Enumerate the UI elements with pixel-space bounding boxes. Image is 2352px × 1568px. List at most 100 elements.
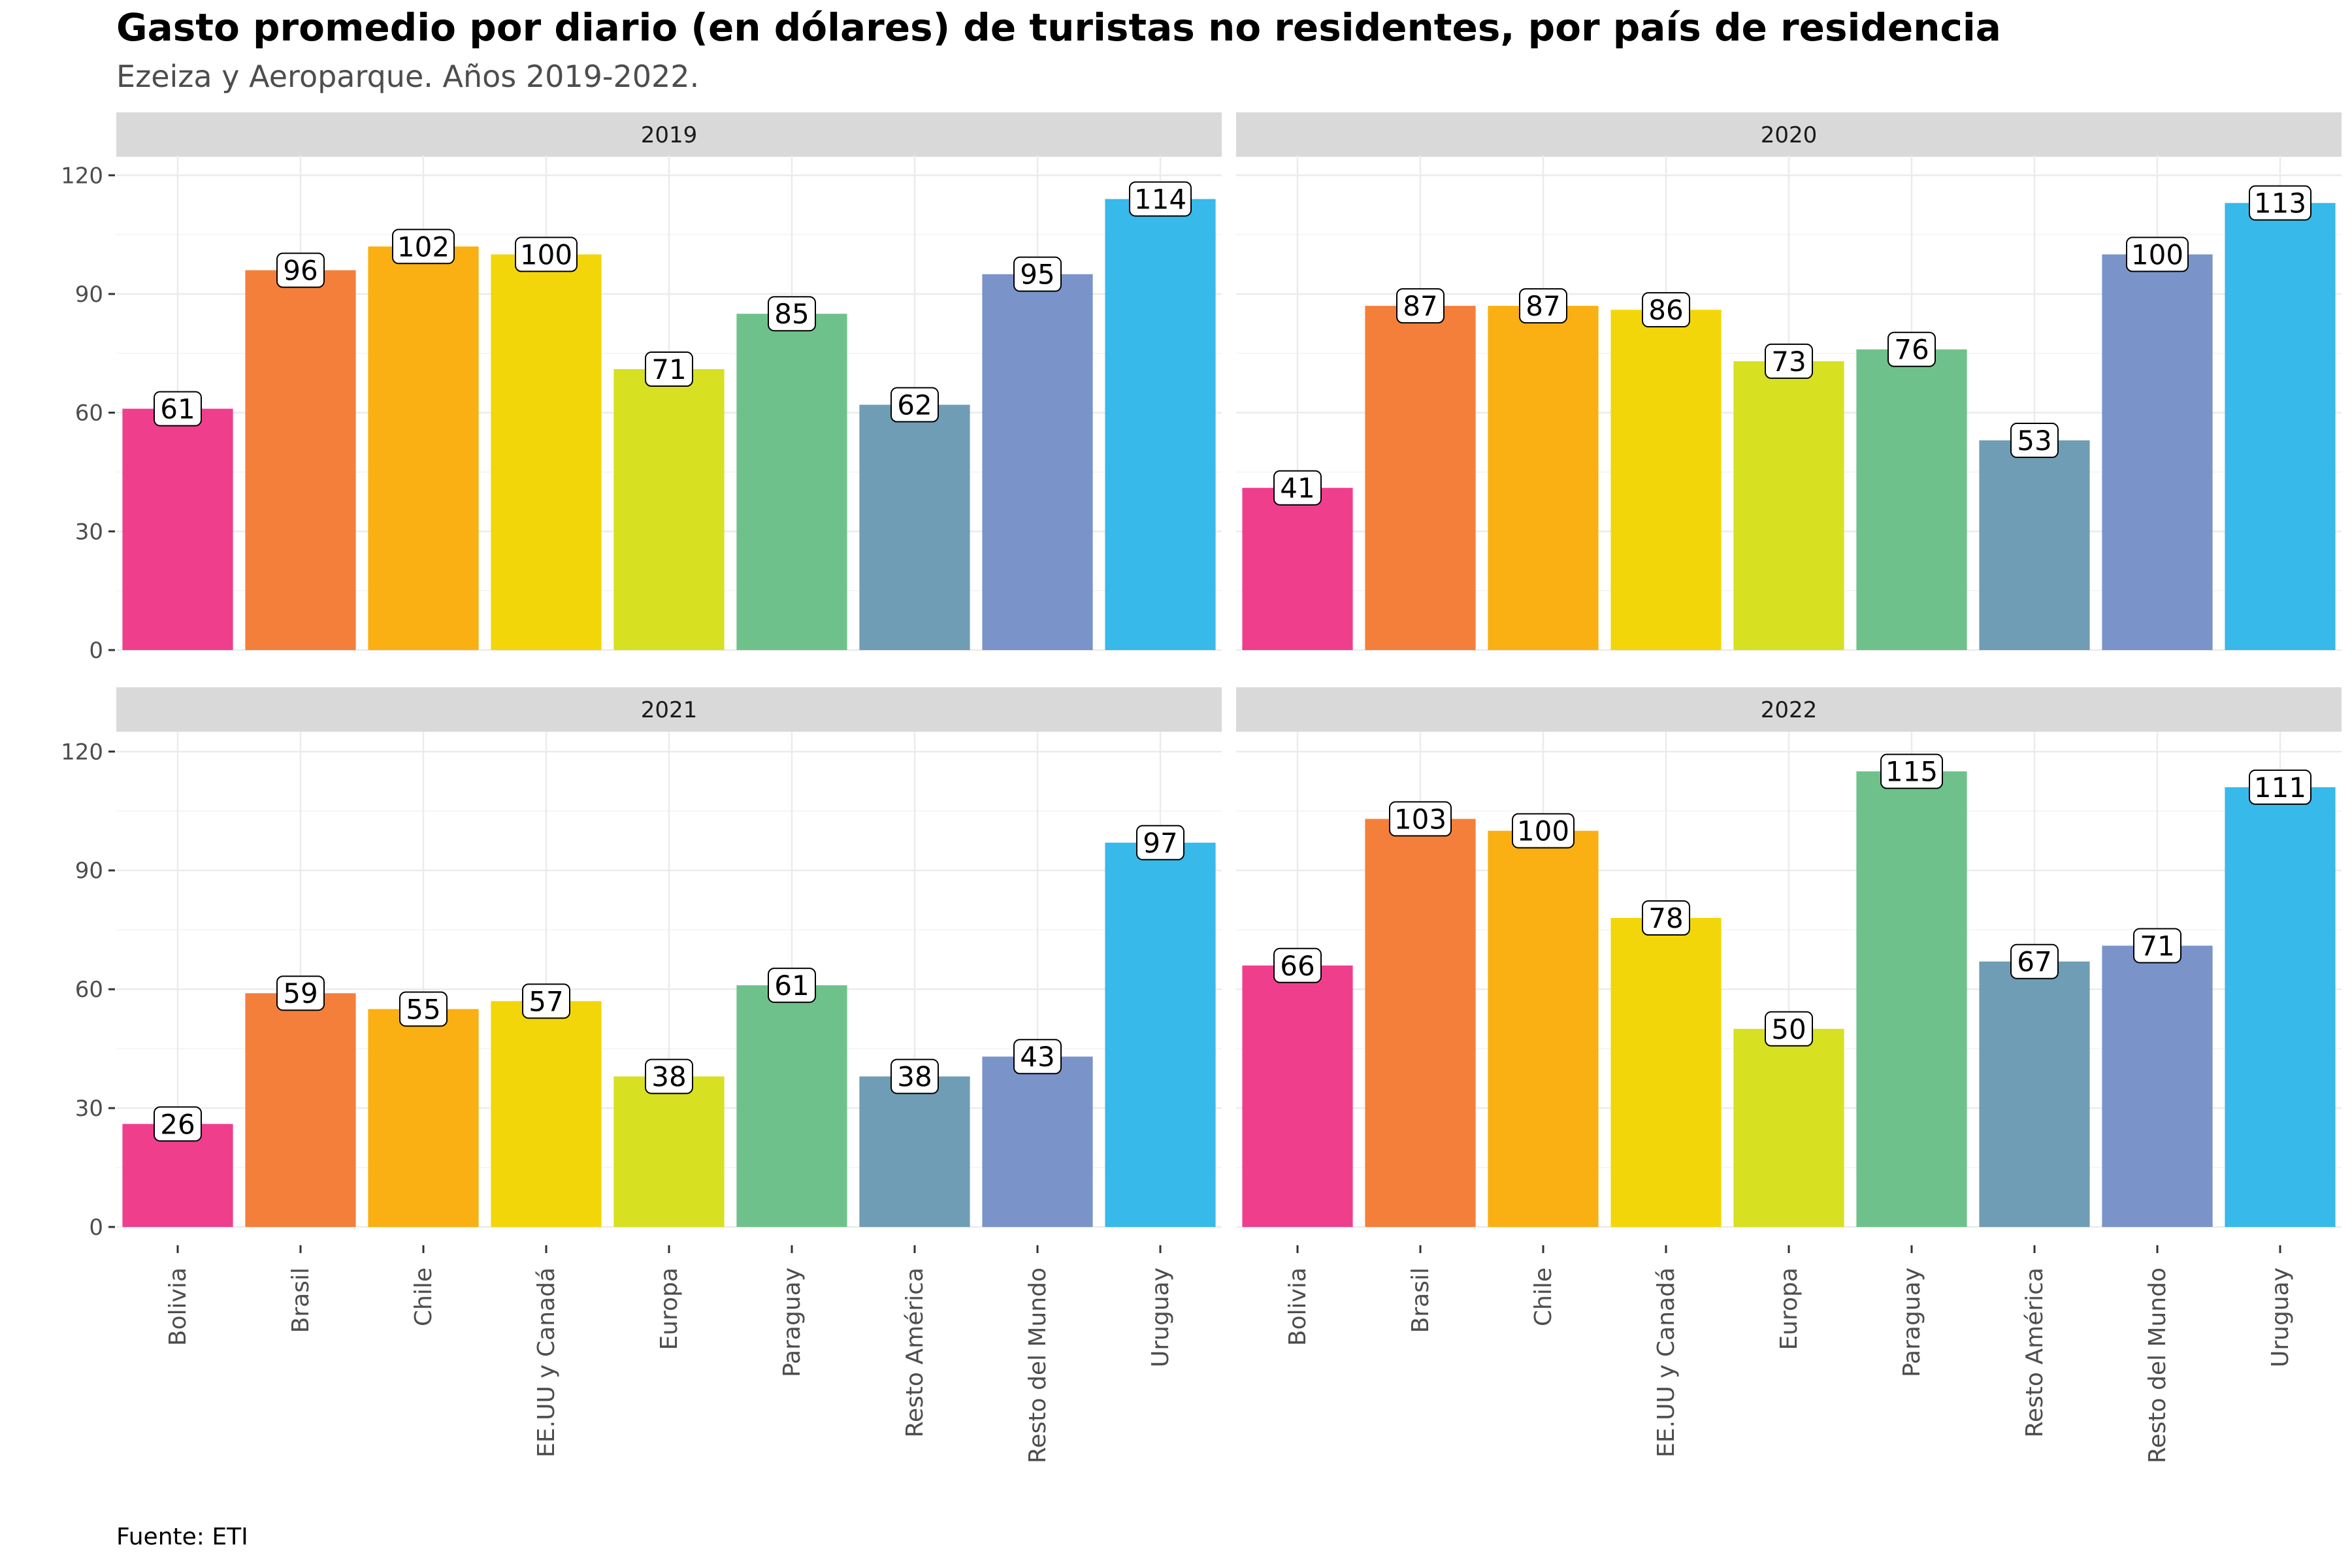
facet-panel-2019: 2019 0 30 60 90 120 61 96 102 100 71 85 62 95 114 — [61, 112, 1222, 664]
facet-strip-label: 2020 — [1761, 122, 1818, 148]
data-label: 95 — [1013, 256, 1062, 292]
data-label-box — [645, 351, 693, 387]
data-label-text: 71 — [2140, 930, 2174, 962]
bar-Uruguay — [1105, 842, 1216, 1227]
x-tick-label: Bolivia — [165, 1267, 191, 1346]
chart-title: Gasto promedio por diario (en dólares) d… — [116, 5, 2001, 50]
data-label: 71 — [645, 351, 693, 387]
y-tick-label: 120 — [61, 163, 103, 189]
data-label: 61 — [154, 391, 202, 427]
data-label-text: 86 — [1648, 294, 1683, 326]
y-tick-label: 0 — [89, 638, 103, 664]
y-tick-label: 90 — [75, 858, 103, 884]
data-label-box — [392, 229, 455, 265]
x-tick-label: Chile — [410, 1267, 437, 1326]
data-label: 87 — [1396, 288, 1445, 324]
bar-Chile — [1488, 306, 1599, 650]
data-label-text: 41 — [1280, 472, 1315, 504]
data-label: 100 — [515, 237, 578, 272]
bar-Resto del Mundo — [2102, 945, 2213, 1227]
x-tick-label: Resto América — [902, 1267, 928, 1437]
data-label: 103 — [1389, 801, 1452, 837]
bar-EE.UU y Canadá — [491, 1001, 602, 1227]
facet-panel-2020: 2020 41 87 87 86 73 76 53 100 113 — [1236, 112, 2342, 651]
data-label: 86 — [1642, 292, 1690, 328]
y-tick-label: 90 — [75, 282, 103, 308]
data-label-box — [1136, 825, 1184, 860]
data-label-text: 67 — [2017, 946, 2051, 978]
data-label: 59 — [276, 975, 325, 1011]
data-label-text: 100 — [1517, 815, 1569, 847]
data-label-box — [1396, 288, 1445, 324]
data-label-text: 115 — [1886, 756, 1938, 788]
facet-strip — [116, 687, 1222, 732]
bar-Bolivia — [122, 408, 233, 650]
data-label: 76 — [1887, 331, 1936, 367]
bar-Chile — [1488, 830, 1599, 1227]
data-label-box — [645, 1058, 693, 1094]
data-label: 115 — [1880, 753, 1943, 789]
data-label: 73 — [1765, 343, 1813, 379]
facet-strip — [1236, 687, 2342, 732]
data-label-box — [1013, 1039, 1062, 1075]
data-label-box — [1765, 343, 1813, 379]
data-label-text: 61 — [774, 970, 809, 1002]
data-label-box — [515, 237, 578, 272]
data-label-box — [768, 968, 816, 1004]
x-tick-label: Resto del Mundo — [2144, 1267, 2171, 1463]
data-label-box — [1519, 288, 1567, 324]
bar-Brasil — [245, 270, 356, 650]
chart-subtitle: Ezeiza y Aeroparque. Años 2019-2022. — [116, 59, 700, 94]
data-label: 26 — [154, 1106, 202, 1142]
x-tick-label: EE.UU y Canadá — [533, 1267, 560, 1458]
x-tick-label: Europa — [1776, 1267, 1803, 1350]
data-label-box — [890, 1058, 939, 1094]
x-tick-label: Brasil — [287, 1267, 314, 1333]
bar-Europa — [613, 1076, 725, 1227]
x-tick-label: Brasil — [1407, 1267, 1434, 1333]
data-label-text: 113 — [2254, 188, 2306, 220]
data-label-box — [890, 387, 939, 423]
data-label: 66 — [1273, 947, 1322, 983]
bar-Uruguay — [1105, 199, 1216, 651]
data-label: 71 — [2133, 928, 2181, 964]
data-label: 38 — [645, 1058, 693, 1094]
bar-Resto del Mundo — [982, 274, 1093, 650]
bar-Resto América — [859, 1076, 970, 1227]
bar-Paraguay — [736, 985, 847, 1227]
data-label-box — [2133, 928, 2181, 964]
data-label-text: 96 — [283, 255, 318, 287]
data-label-box — [154, 1106, 202, 1142]
facet-strip — [116, 112, 1222, 157]
data-label-box — [1512, 813, 1575, 849]
data-label-text: 87 — [1526, 290, 1560, 322]
data-label-box — [1129, 181, 1192, 217]
y-tick-label: 0 — [89, 1215, 103, 1241]
data-label: 102 — [392, 229, 455, 265]
data-label-text: 114 — [1134, 184, 1186, 216]
x-tick-label: Resto América — [2021, 1267, 2048, 1437]
data-label-text: 38 — [651, 1061, 686, 1093]
bar-Europa — [1733, 1028, 1844, 1227]
data-label-text: 61 — [160, 393, 195, 425]
data-label-text: 85 — [774, 298, 809, 330]
bar-Uruguay — [2225, 787, 2336, 1227]
data-label-box — [522, 983, 570, 1019]
chart-caption: Fuente: ETI — [116, 1524, 248, 1550]
bar-Paraguay — [1856, 771, 1967, 1227]
x-tick-label: EE.UU y Canadá — [1653, 1267, 1680, 1458]
x-tick-label: Uruguay — [1147, 1267, 1174, 1367]
bar-Brasil — [1365, 819, 1476, 1227]
data-label: 57 — [522, 983, 570, 1019]
data-label-text: 66 — [1280, 950, 1315, 982]
x-tick-label: Europa — [656, 1267, 683, 1350]
data-label-box — [2249, 769, 2311, 805]
bar-EE.UU y Canadá — [1610, 310, 1722, 651]
data-label-text: 57 — [529, 985, 563, 1017]
data-label-text: 62 — [897, 389, 932, 421]
bar-Paraguay — [736, 314, 847, 650]
data-label: 97 — [1136, 825, 1184, 860]
bar-Resto América — [859, 404, 970, 650]
data-label: 50 — [1765, 1011, 1813, 1047]
